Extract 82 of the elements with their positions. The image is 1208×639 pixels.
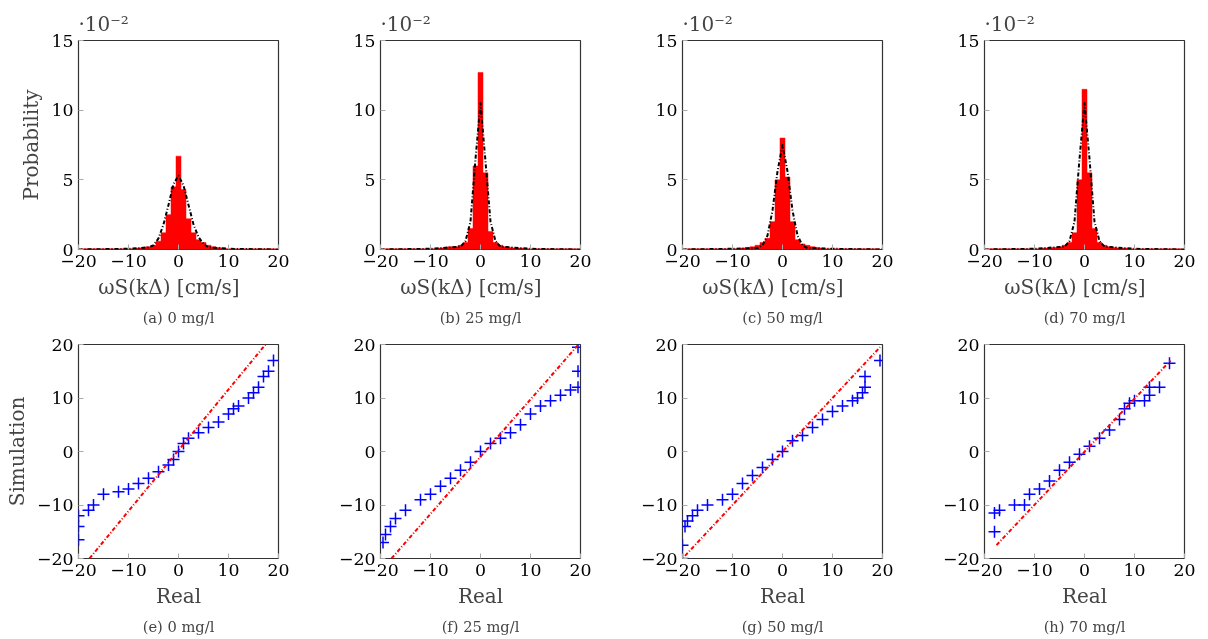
x-axis-title: Real	[1061, 583, 1108, 608]
text: (c) 50 mg/l	[742, 308, 824, 326]
y-tick-label: 10	[957, 100, 980, 121]
y-tick-label: 10	[353, 388, 376, 408]
x-tick-label: 0	[172, 250, 185, 271]
text: ·10⁻²	[78, 11, 129, 36]
x-tick-label: 10	[1123, 559, 1146, 580]
y-tick-label: 20	[51, 334, 74, 355]
y-tick-label: 0	[62, 441, 74, 462]
x-tick-label: 0	[776, 559, 789, 580]
x-tick-label: 10	[217, 250, 240, 271]
text: (b) 25 mg/l	[439, 308, 522, 326]
text: (d) 70 mg/l	[1043, 308, 1126, 326]
text: ·10⁻²	[380, 11, 431, 36]
y-tick-label: 10	[51, 100, 74, 121]
x-tick-label: 20	[267, 250, 290, 271]
y-tick-label: 10	[957, 388, 980, 408]
y-tick-label: 15	[353, 30, 376, 51]
x-tick-label: −10	[1016, 559, 1053, 580]
x-axis-title: ωS(kΔ) [cm/s]	[98, 274, 240, 299]
y-tick-label: 10	[353, 100, 376, 121]
y-tick-label: 15	[957, 30, 980, 51]
x-tick-label: 0	[474, 559, 487, 580]
x-tick-label: 10	[519, 250, 542, 271]
x-tick-label: −10	[110, 250, 147, 271]
y-tick-label: 5	[968, 169, 980, 190]
y-tick-label: 20	[957, 334, 980, 355]
y-tick-label: 10	[51, 388, 74, 408]
y-tick-label: −10	[36, 495, 74, 515]
y-tick-label: 0	[364, 441, 376, 462]
x-tick-label: 20	[871, 250, 894, 271]
x-tick-label: 0	[172, 559, 185, 580]
x-axis-title: ωS(kΔ) [cm/s]	[702, 274, 844, 299]
x-axis-title: Real	[457, 583, 504, 608]
text: (g) 50 mg/l	[741, 617, 824, 635]
y-tick-label: −10	[640, 495, 678, 515]
y-axis-title: Simulation	[4, 396, 29, 507]
x-tick-label: −10	[714, 250, 751, 271]
x-tick-label: 20	[569, 250, 592, 271]
x-tick-label: 20	[569, 559, 592, 580]
x-tick-label: −10	[1016, 250, 1053, 271]
x-tick-label: −10	[714, 559, 751, 580]
y-tick-label: 15	[655, 30, 678, 51]
x-axis-title: Real	[155, 583, 202, 608]
y-tick-label: 5	[62, 169, 74, 190]
x-tick-label: 20	[1173, 250, 1196, 271]
text: ·10⁻²	[984, 11, 1035, 36]
y-tick-label: 10	[655, 100, 678, 121]
x-tick-label: 20	[871, 559, 894, 580]
x-tick-label: 10	[1123, 250, 1146, 271]
text: (e) 0 mg/l	[142, 617, 215, 635]
y-tick-label: 5	[666, 169, 678, 190]
y-tick-label: 0	[666, 441, 678, 462]
x-tick-label: 0	[1078, 559, 1091, 580]
y-tick-label: 5	[364, 169, 376, 190]
x-tick-label: 0	[1078, 250, 1091, 271]
x-axis-title: ωS(kΔ) [cm/s]	[1004, 274, 1146, 299]
x-tick-label: 0	[474, 250, 487, 271]
y-tick-label: 0	[968, 441, 980, 462]
x-tick-label: 10	[821, 250, 844, 271]
x-tick-label: 10	[217, 559, 240, 580]
text: ·10⁻²	[682, 11, 733, 36]
text: (f) 25 mg/l	[441, 617, 520, 635]
y-axis-title: Probability	[19, 88, 44, 201]
y-tick-label: 20	[655, 334, 678, 355]
y-tick-label: −10	[942, 495, 980, 515]
y-tick-label: −10	[338, 495, 376, 515]
text: (h) 70 mg/l	[1043, 617, 1126, 635]
x-tick-label: −10	[412, 559, 449, 580]
x-tick-label: 0	[776, 250, 789, 271]
y-tick-label: 20	[353, 334, 376, 355]
x-tick-label: −10	[412, 250, 449, 271]
y-tick-label: 15	[51, 30, 74, 51]
text: (a) 0 mg/l	[142, 308, 215, 326]
x-tick-label: 10	[519, 559, 542, 580]
x-axis-title: Real	[759, 583, 806, 608]
x-axis-title: ωS(kΔ) [cm/s]	[400, 274, 542, 299]
x-tick-label: 20	[267, 559, 290, 580]
y-tick-label: 10	[655, 388, 678, 408]
x-tick-label: −10	[110, 559, 147, 580]
x-tick-label: 10	[821, 559, 844, 580]
x-tick-label: 20	[1173, 559, 1196, 580]
